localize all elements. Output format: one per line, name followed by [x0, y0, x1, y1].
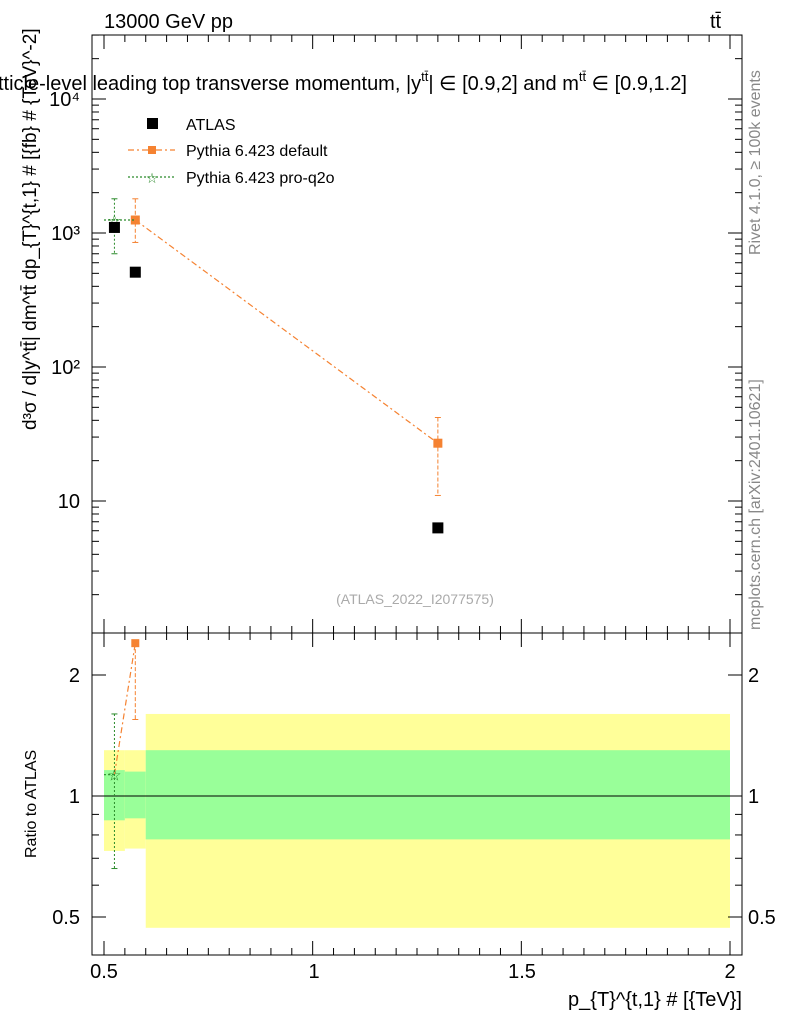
atlas-point	[108, 221, 120, 233]
atlas-point	[129, 266, 141, 278]
legend-proq2o-marker: ☆	[146, 170, 159, 186]
y-axis-title-main: d³σ / d|y^tt̄| dm^tt̄ dp_{T}^{t,1} # [{f…	[20, 28, 41, 430]
default-point	[433, 438, 443, 448]
mcplots-label: mcplots.cern.ch [arXiv:2401.10621]	[747, 379, 764, 630]
main-tick-label-10: 10	[58, 491, 80, 513]
plot-title-sup2: tt̄	[579, 69, 587, 84]
legend-default-marker	[148, 146, 156, 154]
plot-title-sup1: tt̄	[421, 69, 429, 84]
legend-atlas-label: ATLAS	[186, 117, 236, 134]
beam-label: 13000 GeV pp	[104, 11, 233, 33]
analysis-watermark: (ATLAS_2022_I2077575)	[336, 591, 494, 607]
default-point	[130, 215, 140, 225]
rivet-label: Rivet 4.1.0, ≥ 100k events	[747, 70, 764, 255]
x-axis-title: p_{T}^{t,1} # [{TeV}]	[568, 989, 742, 1011]
plot-title: tticle-level leading top transverse mome…	[0, 69, 687, 95]
ratio-tick-label-1: 1	[69, 786, 80, 808]
process-label: tt̄	[710, 11, 722, 33]
legend-default-label: Pythia 6.423 default	[186, 143, 328, 160]
ratio-tick-label-right-2: 2	[748, 665, 759, 687]
legend-proq2o-label: Pythia 6.423 pro-q2o	[186, 170, 335, 187]
main-tick-label-100: 10²	[51, 357, 80, 379]
plot-title-part3: ∈ [0.9,1.2]	[586, 73, 687, 95]
main-tick-label-1000: 10³	[51, 223, 80, 245]
plot-title-part1: tticle-level leading top transverse mome…	[0, 73, 421, 95]
main-tick-label-10000: 10⁴	[49, 89, 80, 111]
ratio-band-inner-2	[145, 750, 730, 840]
ratio-band-inner-1	[124, 771, 146, 819]
atlas-point	[432, 522, 444, 534]
ratio-tick-label-right-0.5: 0.5	[748, 907, 776, 929]
ratio-default-point	[131, 639, 140, 648]
x-tick-label-0.5: 0.5	[90, 961, 118, 983]
legend: ATLAS Pythia 6.423 default ☆ Pythia 6.42…	[128, 117, 335, 187]
ratio-bands	[92, 713, 742, 928]
main-marks: ☆	[104, 198, 444, 534]
ratio-tick-label-2: 2	[69, 665, 80, 687]
x-tick-label-2: 2	[724, 961, 735, 983]
y-axis-title-ratio: Ratio to ATLAS	[23, 750, 40, 858]
plot-title-part2: | ∈ [0.9,2] and m	[428, 73, 578, 95]
default-series-line	[134, 219, 439, 444]
ratio-tick-label-right-1: 1	[748, 786, 759, 808]
ratio-default-line	[113, 643, 136, 775]
axis-ticks	[92, 34, 742, 955]
ratio-marks: ☆	[104, 639, 140, 870]
x-tick-label-1.5: 1.5	[508, 961, 536, 983]
x-tick-label-1: 1	[308, 961, 319, 983]
ratio-proq2o-point: ☆	[107, 768, 121, 785]
ratio-tick-label-0.5: 0.5	[52, 907, 80, 929]
legend-atlas-marker	[147, 118, 158, 129]
